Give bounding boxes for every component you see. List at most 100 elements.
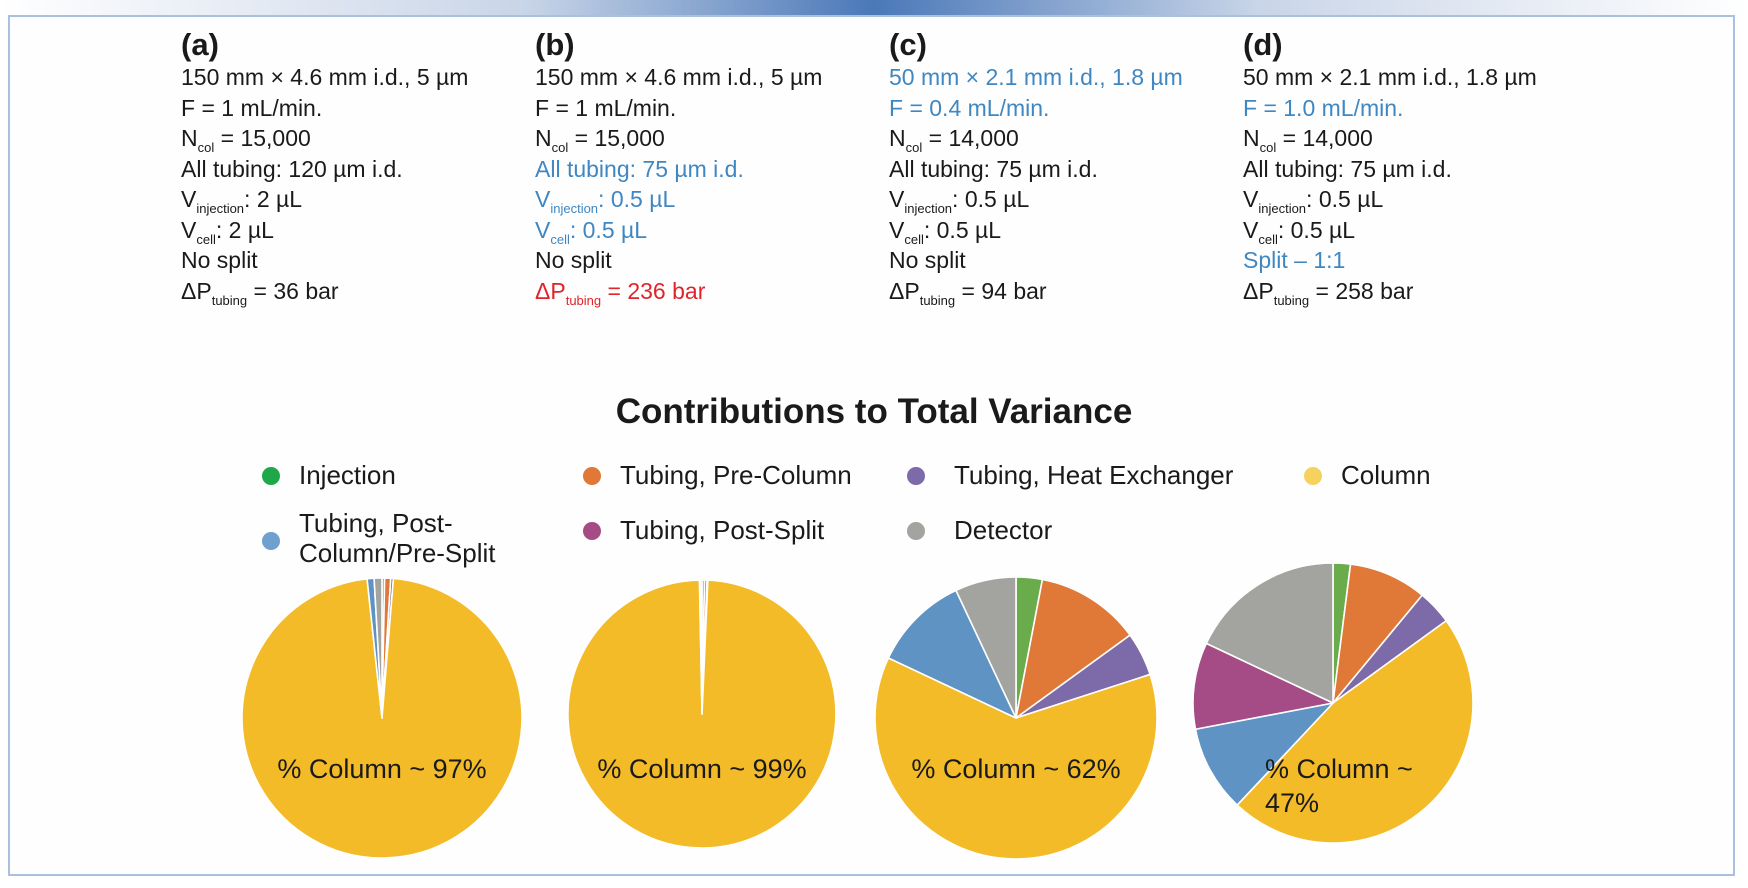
parameter-line: Ncol = 14,000 [889, 123, 1183, 154]
pie-a-slice-detector [373, 577, 383, 719]
pie-b-slice-detector [699, 579, 703, 715]
pie-d-annotation: 47% [1265, 788, 1319, 818]
legend-dot-icon [907, 467, 925, 485]
parameter-text: N [181, 125, 198, 151]
legend-label: Injection [299, 460, 396, 490]
parameter-line: 150 mm × 4.6 mm i.d., 5 µm [535, 62, 822, 93]
parameter-value: : 0.5 µL [923, 216, 1002, 243]
panel-c-parameters: (c) 50 mm × 2.1 mm i.d., 1.8 µm F = 0.4 m… [889, 27, 1183, 307]
parameter-line: 150 mm × 4.6 mm i.d., 5 µm [181, 62, 468, 93]
parameter-value: : 0.5 µL [1306, 186, 1384, 212]
parameter-text: F = 1 mL/min. [181, 94, 323, 121]
parameter-line: Vcell: 2 µL [181, 215, 468, 246]
parameter-text: V [889, 216, 905, 243]
parameter-text: ΔP [1243, 277, 1274, 304]
parameter-value: : 2 µL [215, 216, 274, 243]
parameter-text: ΔP [889, 277, 920, 304]
parameter-text: 150 mm × 4.6 mm i.d., 5 µm [181, 64, 469, 90]
parameter-subscript: cell [550, 231, 570, 247]
parameter-subscript: tubing [919, 292, 956, 308]
parameter-text: 150 mm × 4.6 mm i.d., 5 µm [535, 64, 823, 90]
parameter-line: ΔPtubing = 236 bar [535, 276, 822, 307]
legend-dot-icon [1304, 467, 1322, 485]
parameter-text: ΔP [535, 277, 566, 304]
parameter-line: Vinjection: 0.5 µL [1243, 184, 1537, 215]
parameter-text: No split [889, 247, 966, 273]
parameter-value: = 36 bar [247, 277, 339, 304]
parameter-line: No split [889, 245, 1183, 276]
pie-d-slice-detector [1205, 562, 1334, 704]
parameter-line: F = 1.0 mL/min. [1243, 93, 1537, 124]
legend-label: Tubing, Heat Exchanger [954, 460, 1234, 490]
parameter-text: 50 mm × 2.1 mm i.d., 1.8 µm [1243, 64, 1537, 90]
parameter-line: F = 1 mL/min. [181, 93, 468, 124]
parameter-value: : 0.5 µL [569, 216, 648, 243]
panel-label: (b) [535, 27, 575, 62]
pie-a: % Column ~ 97% [241, 577, 523, 859]
parameter-text: V [181, 216, 197, 243]
pie-d-slice-tubing-post-split [1192, 642, 1334, 731]
parameter-subscript: col [197, 140, 215, 155]
pie-c-slice-tubing-pre-column [1015, 578, 1131, 719]
parameter-value: = 15,000 [568, 125, 665, 151]
parameter-line: All tubing: 75 µm i.d. [889, 154, 1183, 185]
pie-c-slice-detector [955, 576, 1017, 719]
parameter-subscript: tubing [1273, 292, 1310, 308]
parameter-text: All tubing: 75 µm i.d. [889, 155, 1098, 182]
chart-title: Contributions to Total Variance [615, 392, 1133, 431]
parameter-text: N [889, 125, 906, 151]
parameter-line: F = 0.4 mL/min. [889, 93, 1183, 124]
parameter-line: F = 1 mL/min. [535, 93, 822, 124]
parameter-line: Ncol = 15,000 [535, 123, 822, 154]
parameter-text: ΔP [181, 277, 212, 304]
panel-b-parameters: (b) 150 mm × 4.6 mm i.d., 5 µm F = 1 mL/m… [535, 27, 822, 307]
parameter-text: V [1243, 186, 1259, 212]
parameter-text: V [1243, 216, 1259, 243]
pie-c: % Column ~ 62% [874, 576, 1158, 860]
pie-a-annotation: % Column ~ 97% [277, 754, 486, 784]
parameter-text: F = 1.0 mL/min. [1243, 94, 1404, 121]
parameter-value: = 15,000 [214, 125, 311, 151]
parameter-text: All tubing: 120 µm i.d. [181, 155, 403, 182]
parameter-line: Vinjection: 2 µL [181, 184, 468, 215]
pie-b: % Column ~ 99% [567, 579, 837, 849]
legend-label: Detector [954, 515, 1053, 545]
parameter-line: Vcell: 0.5 µL [1243, 215, 1537, 246]
parameter-value: = 94 bar [955, 277, 1047, 304]
parameter-subscript: injection [1258, 201, 1307, 216]
parameter-text: V [181, 186, 197, 212]
parameter-subscript: cell [196, 231, 216, 247]
pie-d: % Column ~ 47% [1192, 562, 1474, 844]
pie-c-annotation: % Column ~ 62% [911, 754, 1120, 784]
parameter-value: : 2 µL [244, 186, 303, 212]
parameter-line: 50 mm × 2.1 mm i.d., 1.8 µm [1243, 62, 1537, 93]
panel-label: (c) [889, 27, 927, 62]
legend-dot-icon [262, 467, 280, 485]
parameter-text: All tubing: 75 µm i.d. [1243, 155, 1452, 182]
parameter-text: V [535, 216, 551, 243]
parameter-line: ΔPtubing = 94 bar [889, 276, 1183, 307]
parameter-line: All tubing: 75 µm i.d. [1243, 154, 1537, 185]
panel-label: (a) [181, 27, 219, 62]
panel-d-parameters: (d) 50 mm × 2.1 mm i.d., 1.8 µm F = 1.0 m… [1243, 28, 1537, 308]
legend-label: Tubing, Pre-Column [620, 460, 852, 490]
parameter-subscript: injection [904, 201, 953, 216]
parameter-text: 50 mm × 2.1 mm i.d., 1.8 µm [889, 64, 1183, 90]
parameter-text: N [1243, 125, 1260, 151]
parameter-line: 50 mm × 2.1 mm i.d., 1.8 µm [889, 62, 1183, 93]
parameter-text: N [535, 125, 552, 151]
parameter-text: Split – 1:1 [1243, 247, 1346, 273]
parameter-value: = 14,000 [922, 125, 1019, 151]
parameter-line: ΔPtubing = 36 bar [181, 276, 468, 307]
legend-dot-icon [583, 467, 601, 485]
parameter-line: Vinjection: 0.5 µL [535, 184, 822, 215]
pie-d-slice-tubing-post-column-pre-split [1194, 702, 1334, 806]
parameter-line: No split [535, 245, 822, 276]
legend-item-tubing-post-column-pre-split: Tubing, Post-Column/Pre-Split [262, 508, 562, 568]
legend-label: Column [1341, 460, 1431, 490]
parameter-text: No split [535, 247, 612, 273]
legend-label: Tubing, Post-Split [620, 515, 825, 545]
parameter-subscript: cell [904, 231, 924, 247]
parameter-subscript: tubing [565, 292, 602, 308]
